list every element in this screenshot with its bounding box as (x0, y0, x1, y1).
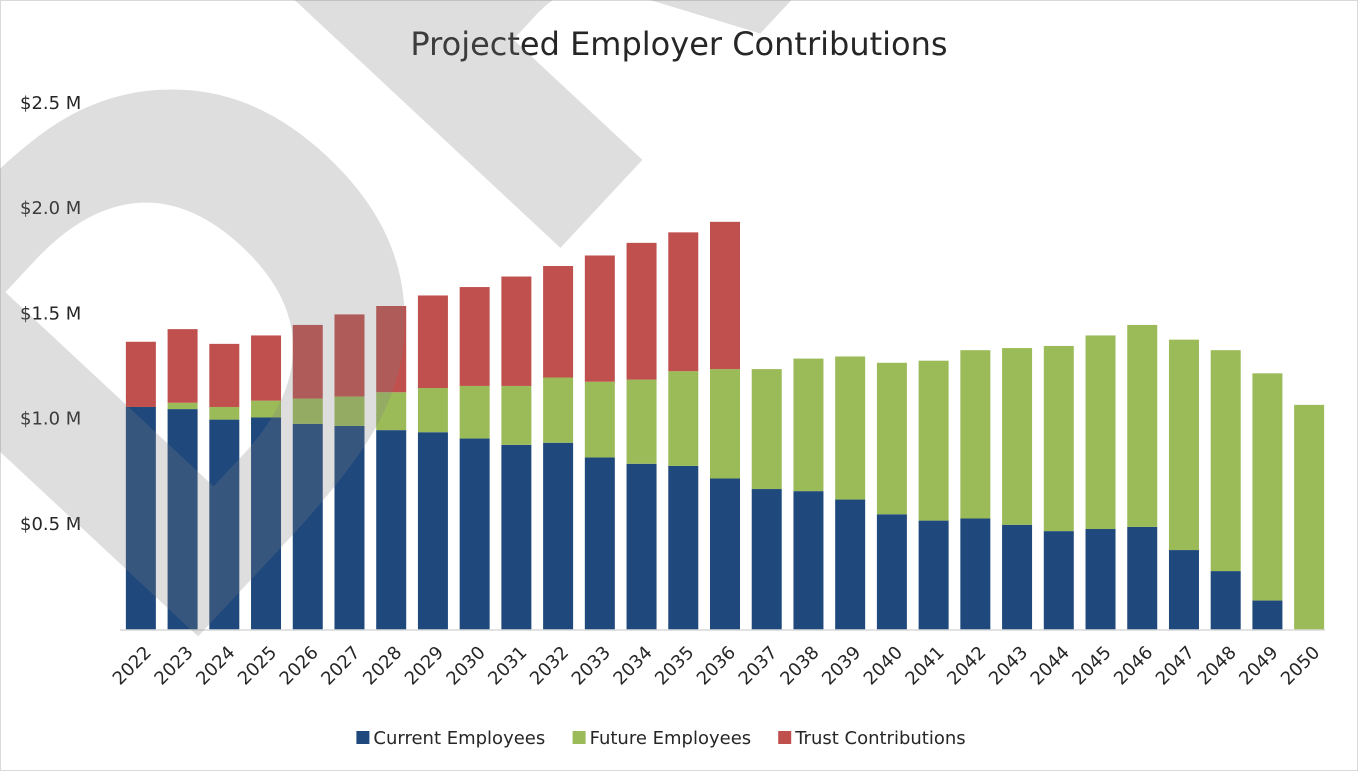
bar-segment (1043, 531, 1074, 630)
bar-segment (543, 266, 574, 378)
bar-segment (167, 402, 198, 410)
bar-segment (1210, 571, 1241, 630)
bar-segment (1294, 404, 1325, 630)
bar-segment (584, 381, 615, 458)
bar-segment (960, 518, 991, 630)
bar-segment (459, 438, 490, 630)
bar-segment (417, 388, 448, 433)
bar-segment (1127, 526, 1158, 630)
bar-segment (626, 463, 657, 630)
bar-segment (334, 425, 365, 630)
bar-segment (251, 400, 282, 418)
bar-segment (1252, 600, 1283, 630)
bar-segment (125, 341, 156, 407)
legend-label: Future Employees (590, 728, 752, 749)
bar-segment (710, 221, 740, 370)
chart-title: Projected Employer Contributions (410, 25, 947, 63)
bar-segment (584, 457, 615, 630)
bar-segment (543, 377, 574, 443)
bar-segment (1127, 324, 1158, 527)
y-tick-label: $2.5 M (20, 93, 81, 114)
bar-segment (584, 255, 615, 382)
bar-segment (918, 360, 949, 521)
bar-segment (417, 432, 448, 630)
bar-segment (876, 362, 907, 515)
bar-segment (1252, 373, 1283, 601)
bar-segment (1002, 524, 1033, 630)
bar-segment (835, 499, 866, 630)
y-tick-label: $1.5 M (20, 303, 81, 324)
bar-segment (668, 232, 699, 372)
bar-segment (751, 489, 782, 630)
bar-segment (459, 287, 490, 386)
legend-swatch (572, 731, 586, 744)
bar-segment (334, 396, 365, 426)
bar-segment (876, 514, 907, 630)
bar-segment (501, 385, 532, 445)
bar-segment (1210, 350, 1241, 572)
bar-segment (251, 417, 282, 630)
bar-segment (835, 356, 866, 500)
bar-segment (376, 305, 407, 393)
bar-segment (543, 442, 574, 630)
bar-segment (960, 350, 991, 519)
y-tick-label: $0.5 M (20, 514, 81, 535)
bar-segment (209, 419, 240, 630)
legend-label: Current Employees (373, 728, 545, 749)
legend-swatch (778, 731, 792, 744)
bar-segment (710, 369, 740, 479)
bar-segment (1043, 345, 1074, 532)
bar-segment (793, 491, 824, 630)
bar-segment (710, 478, 740, 630)
y-tick-label: $2.0 M (20, 198, 81, 219)
legend-label: Trust Contributions (794, 728, 965, 749)
bar-segment (125, 406, 156, 630)
bar-segment (668, 465, 699, 630)
legend-swatch (356, 731, 370, 744)
bar-segment (376, 430, 407, 630)
bar-segment (417, 295, 448, 389)
bar-segment (334, 314, 365, 397)
y-tick-label: $1.0 M (20, 409, 81, 430)
bar-segment (292, 324, 323, 399)
bar-segment (793, 358, 824, 492)
bar-segment (1002, 348, 1033, 525)
bar-segment (292, 423, 323, 630)
bar-segment (501, 444, 532, 630)
bar-segment (292, 398, 323, 424)
bar-segment (209, 406, 240, 420)
bar-segment (251, 335, 282, 401)
bar-segment (376, 392, 407, 431)
bar-segment (209, 343, 240, 407)
bar-segment (501, 276, 532, 386)
bar-segment (626, 242, 657, 380)
bar-segment (751, 369, 782, 490)
bar-segment (668, 371, 699, 466)
bar-segment (1168, 339, 1199, 551)
bar-segment (459, 385, 490, 439)
bar-segment (167, 329, 198, 403)
bar-segment (1085, 529, 1116, 630)
bar-segment (626, 379, 657, 464)
bar-segment (1085, 335, 1116, 530)
bar-segment (918, 520, 949, 630)
bar-segment (167, 409, 198, 630)
bar-segment (1168, 550, 1199, 630)
